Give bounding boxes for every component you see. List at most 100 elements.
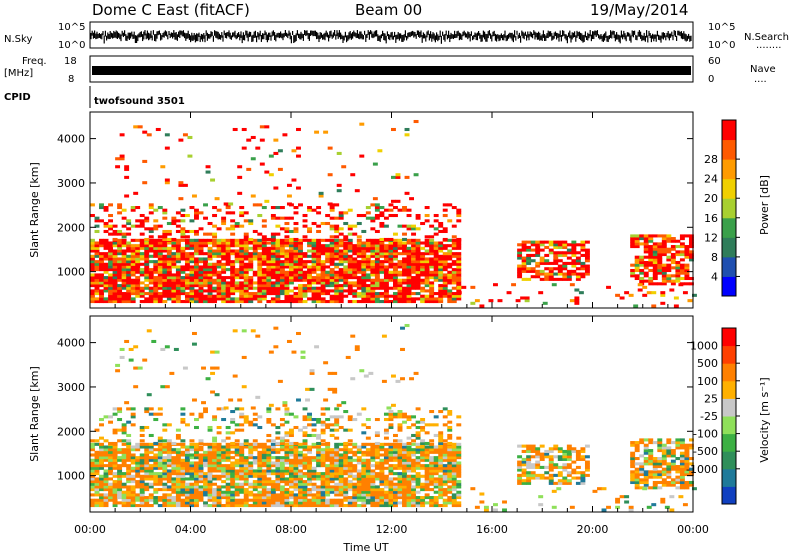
heatmap-cell [261, 206, 267, 210]
heatmap-cell [383, 268, 389, 272]
heatmap-cell [356, 469, 362, 473]
heatmap-cell [420, 496, 426, 500]
heatmap-cell [451, 485, 457, 489]
heatmap-cell [293, 270, 299, 274]
heatmap-cell [320, 420, 326, 424]
heatmap-cell [171, 464, 177, 468]
heatmap-cell [424, 477, 430, 481]
heatmap-cell [302, 224, 308, 228]
heatmap-cell [320, 428, 326, 432]
heatmap-cell [438, 461, 444, 465]
heatmap-cell [438, 493, 444, 497]
heatmap-cell [451, 482, 457, 486]
heatmap-cell [433, 270, 439, 274]
heatmap-cell [302, 254, 308, 258]
heatmap-cell [447, 469, 453, 473]
heatmap-cell [402, 206, 407, 210]
heatmap-cell [153, 208, 159, 212]
heatmap-cell [393, 490, 398, 494]
heatmap-cell [352, 262, 358, 266]
heatmap-cell [207, 270, 213, 274]
heatmap-cell [270, 235, 276, 239]
heatmap-cell [103, 482, 109, 486]
heatmap-cell [679, 266, 685, 270]
heatmap-cell [420, 257, 426, 261]
heatmap-cell [347, 227, 353, 231]
heatmap-cell [643, 247, 649, 251]
heatmap-cell [374, 292, 380, 296]
heatmap-cell [347, 270, 353, 274]
heatmap-cell [557, 264, 563, 268]
heatmap-cell [94, 276, 100, 280]
heatmap-cell [666, 250, 672, 254]
heatmap-cell [438, 456, 444, 460]
heatmap-cell [221, 268, 227, 272]
heatmap-cell [275, 300, 281, 304]
heatmap-cell [298, 450, 303, 454]
heatmap-cell [643, 237, 649, 241]
heatmap-cell [112, 493, 118, 497]
heatmap-cell [406, 493, 412, 497]
heatmap-cell [157, 206, 163, 210]
heatmap-cell [338, 270, 344, 274]
heatmap-cell [688, 242, 694, 246]
heatmap-cell [325, 289, 331, 293]
heatmap-cell [661, 279, 667, 283]
heatmap-cell [402, 498, 407, 502]
heatmap-cell [94, 292, 100, 296]
heatmap-cell [282, 133, 288, 137]
heatmap-cell [216, 456, 222, 460]
heatmap-cell [275, 474, 281, 478]
heatmap-cell [429, 498, 435, 502]
heatmap-cell [302, 260, 308, 264]
nsky-trace [90, 30, 692, 44]
heatmap-cell [189, 273, 195, 277]
heatmap-cell [424, 273, 430, 277]
heatmap-cell [374, 213, 380, 218]
heatmap-cell [420, 445, 426, 449]
heatmap-cell [189, 276, 195, 280]
heatmap-cell [180, 482, 186, 486]
heatmap-cell [148, 286, 154, 290]
heatmap-cell [194, 461, 199, 465]
heatmap-cell [139, 224, 145, 228]
heatmap-cell [266, 252, 272, 256]
heatmap-cell [203, 294, 208, 298]
heatmap-cell [415, 292, 421, 296]
heatmap-cell [212, 281, 218, 285]
heatmap-cell [112, 445, 118, 449]
heatmap-cell [252, 294, 258, 298]
heatmap-cell [194, 501, 199, 505]
heatmap-cell [266, 504, 272, 508]
heatmap-cell [126, 453, 132, 457]
heatmap-cell [288, 496, 294, 500]
heatmap-cell [198, 466, 204, 470]
heatmap-cell [530, 240, 536, 244]
heatmap-cell [406, 456, 412, 460]
heatmap-cell [207, 292, 213, 296]
heatmap-cell [316, 461, 322, 465]
heatmap-cell [356, 246, 362, 250]
heatmap-cell [103, 464, 109, 468]
heatmap-cell [397, 262, 403, 266]
heatmap-cell [221, 450, 227, 454]
heatmap-cell [379, 490, 385, 494]
heatmap-cell [365, 216, 371, 220]
heatmap-cell [284, 262, 290, 266]
heatmap-cell [298, 456, 303, 460]
heatmap-cell [103, 281, 109, 285]
heatmap-cell [433, 219, 439, 223]
heatmap-cell [307, 273, 313, 277]
heatmap-cell [103, 477, 109, 481]
heatmap-cell [126, 292, 132, 296]
heatmap-cell [293, 252, 299, 256]
heatmap-cell [343, 450, 349, 454]
heatmap-cell [90, 257, 95, 261]
heatmap-cell [266, 273, 272, 277]
heatmap-cell [456, 265, 462, 269]
heatmap-cell [447, 490, 453, 494]
heatmap-cell [379, 237, 385, 241]
heatmap-cell [535, 243, 541, 247]
heatmap-cell [379, 224, 385, 228]
heatmap-cell [643, 242, 649, 246]
